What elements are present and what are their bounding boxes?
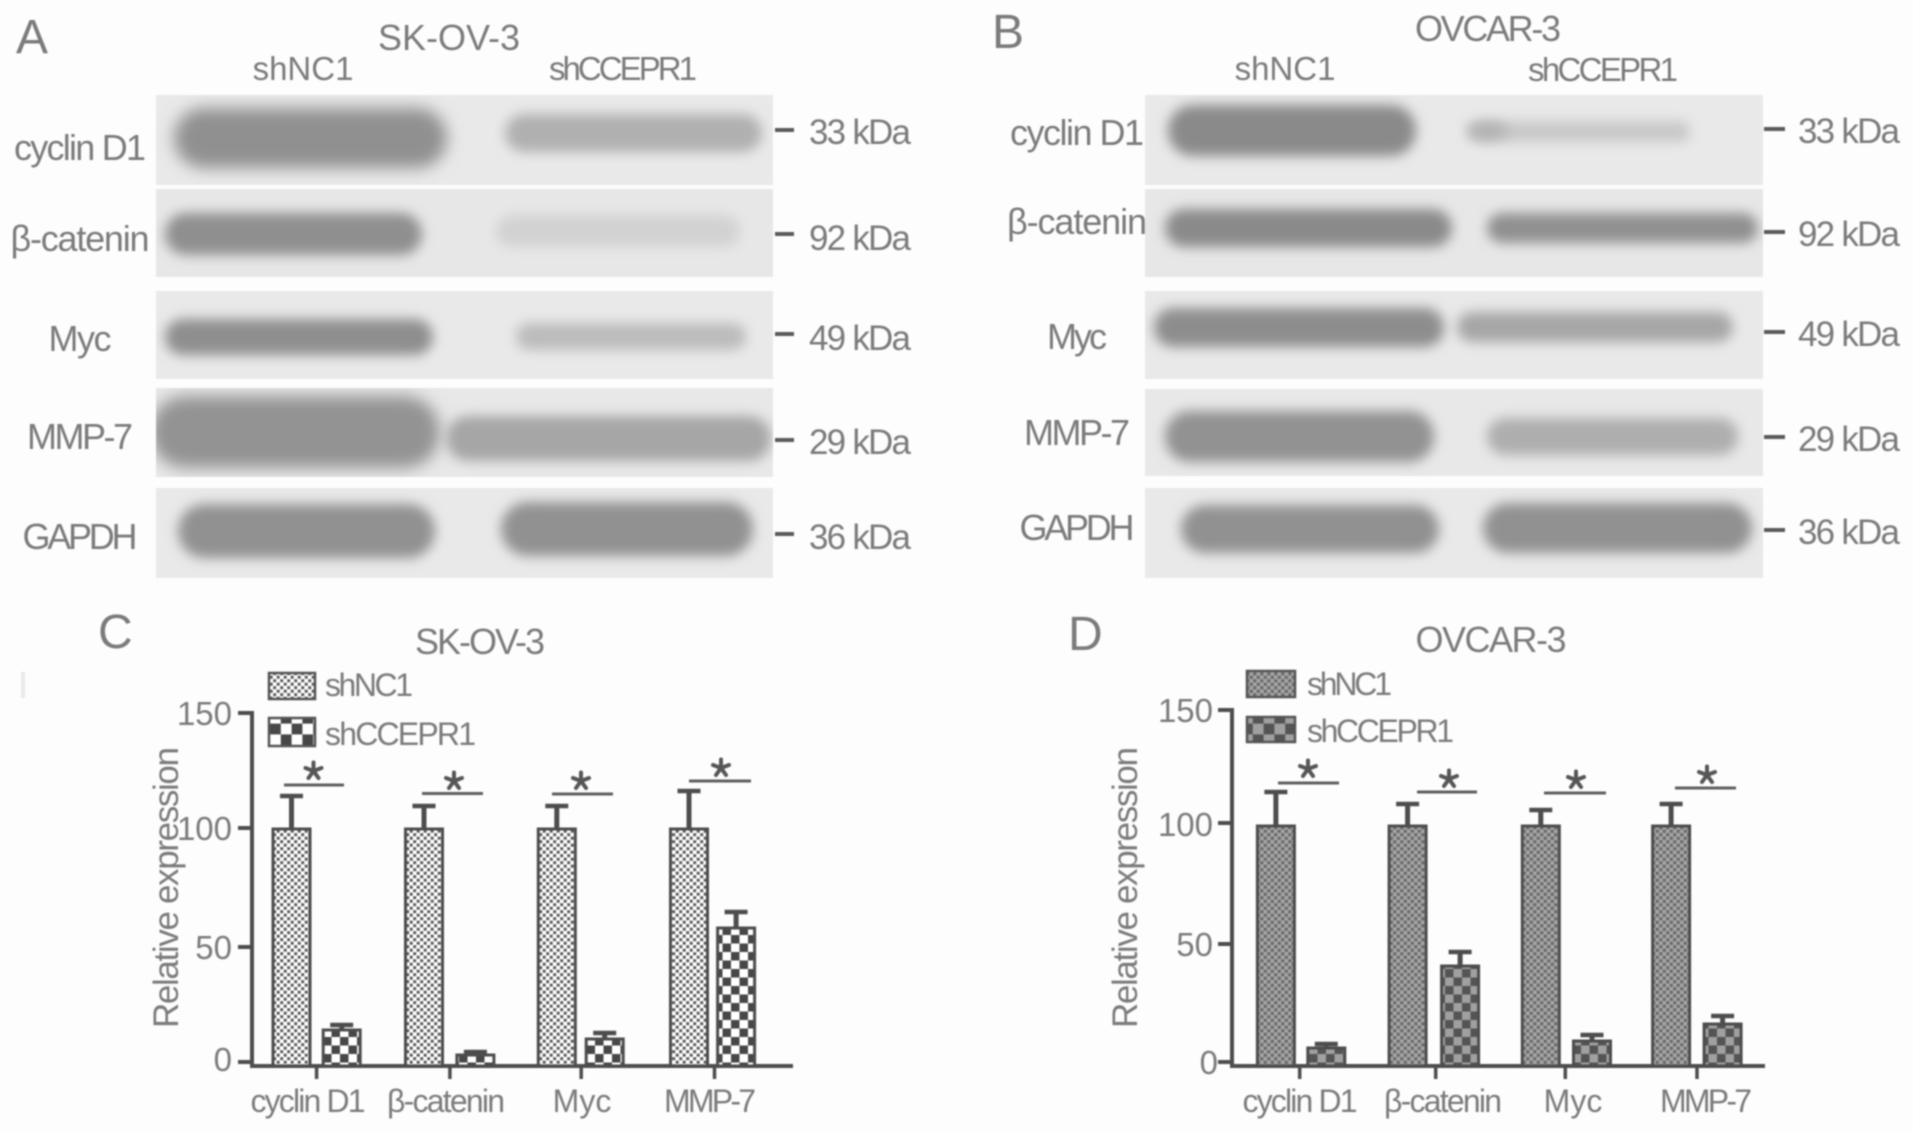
svg-text:29 kDa: 29 kDa [1798,420,1901,459]
svg-text:33 kDa: 33 kDa [809,113,912,152]
svg-text:OVCAR-3: OVCAR-3 [1416,619,1567,660]
svg-text:cyclin D1: cyclin D1 [14,127,146,168]
svg-text:cyclin D1: cyclin D1 [1243,1083,1358,1119]
svg-text:Myc: Myc [1047,316,1107,357]
svg-text:cyclin D1: cyclin D1 [1010,112,1144,153]
svg-text:shCCEPR1: shCCEPR1 [549,50,697,87]
svg-text:β-catenin: β-catenin [11,218,150,259]
svg-text:36 kDa: 36 kDa [1798,513,1901,552]
svg-text:SK-OV-3: SK-OV-3 [415,621,545,662]
svg-text:Myc: Myc [553,1083,612,1119]
svg-text:β-catenin: β-catenin [1384,1083,1502,1119]
svg-text:C: C [98,606,133,659]
svg-text:Relative expression: Relative expression [147,747,186,1028]
svg-text:92 kDa: 92 kDa [809,219,912,258]
svg-text:MMP-7: MMP-7 [1660,1083,1752,1119]
svg-text:A: A [16,11,48,64]
svg-text:100: 100 [1158,806,1213,843]
svg-text:50: 50 [195,929,232,966]
svg-text:GAPDH: GAPDH [23,516,138,557]
svg-text:shCCEPR1: shCCEPR1 [1528,51,1678,88]
svg-text:0: 0 [214,1041,232,1078]
svg-text:50: 50 [1176,926,1213,963]
svg-text:shNC1: shNC1 [1235,50,1336,87]
svg-text:36 kDa: 36 kDa [809,518,912,557]
svg-text:SK-OV-3: SK-OV-3 [378,17,520,58]
svg-text:B: B [992,6,1024,59]
svg-text:33 kDa: 33 kDa [1798,112,1901,151]
svg-text:Myc: Myc [1544,1083,1603,1119]
svg-text:shNC1: shNC1 [253,50,354,87]
svg-text:D: D [1068,608,1103,661]
svg-text:β-catenin: β-catenin [387,1083,505,1119]
svg-text:150: 150 [177,695,232,732]
svg-text:100: 100 [177,810,232,847]
svg-text:92 kDa: 92 kDa [1798,215,1901,254]
svg-text:GAPDH: GAPDH [1020,507,1135,548]
svg-text:150: 150 [1158,692,1213,729]
svg-text:MMP-7: MMP-7 [27,416,133,457]
svg-text:shCCEPR1: shCCEPR1 [1307,713,1454,749]
svg-text:MMP-7: MMP-7 [1024,412,1130,453]
svg-text:shNC1: shNC1 [325,667,413,703]
svg-text:MMP-7: MMP-7 [664,1083,756,1119]
svg-text:49 kDa: 49 kDa [809,319,912,358]
svg-text:shCCEPR1: shCCEPR1 [325,716,476,752]
svg-text:OVCAR-3: OVCAR-3 [1415,8,1561,49]
svg-text:Relative expression: Relative expression [1106,747,1145,1028]
svg-text:cyclin D1: cyclin D1 [251,1083,366,1119]
svg-text:β-catenin: β-catenin [1007,201,1147,242]
svg-text:49 kDa: 49 kDa [1798,315,1901,354]
svg-text:0: 0 [1200,1044,1218,1081]
svg-text:shNC1: shNC1 [1307,666,1392,702]
svg-text:29 kDa: 29 kDa [809,423,912,462]
svg-text:Myc: Myc [49,318,112,359]
